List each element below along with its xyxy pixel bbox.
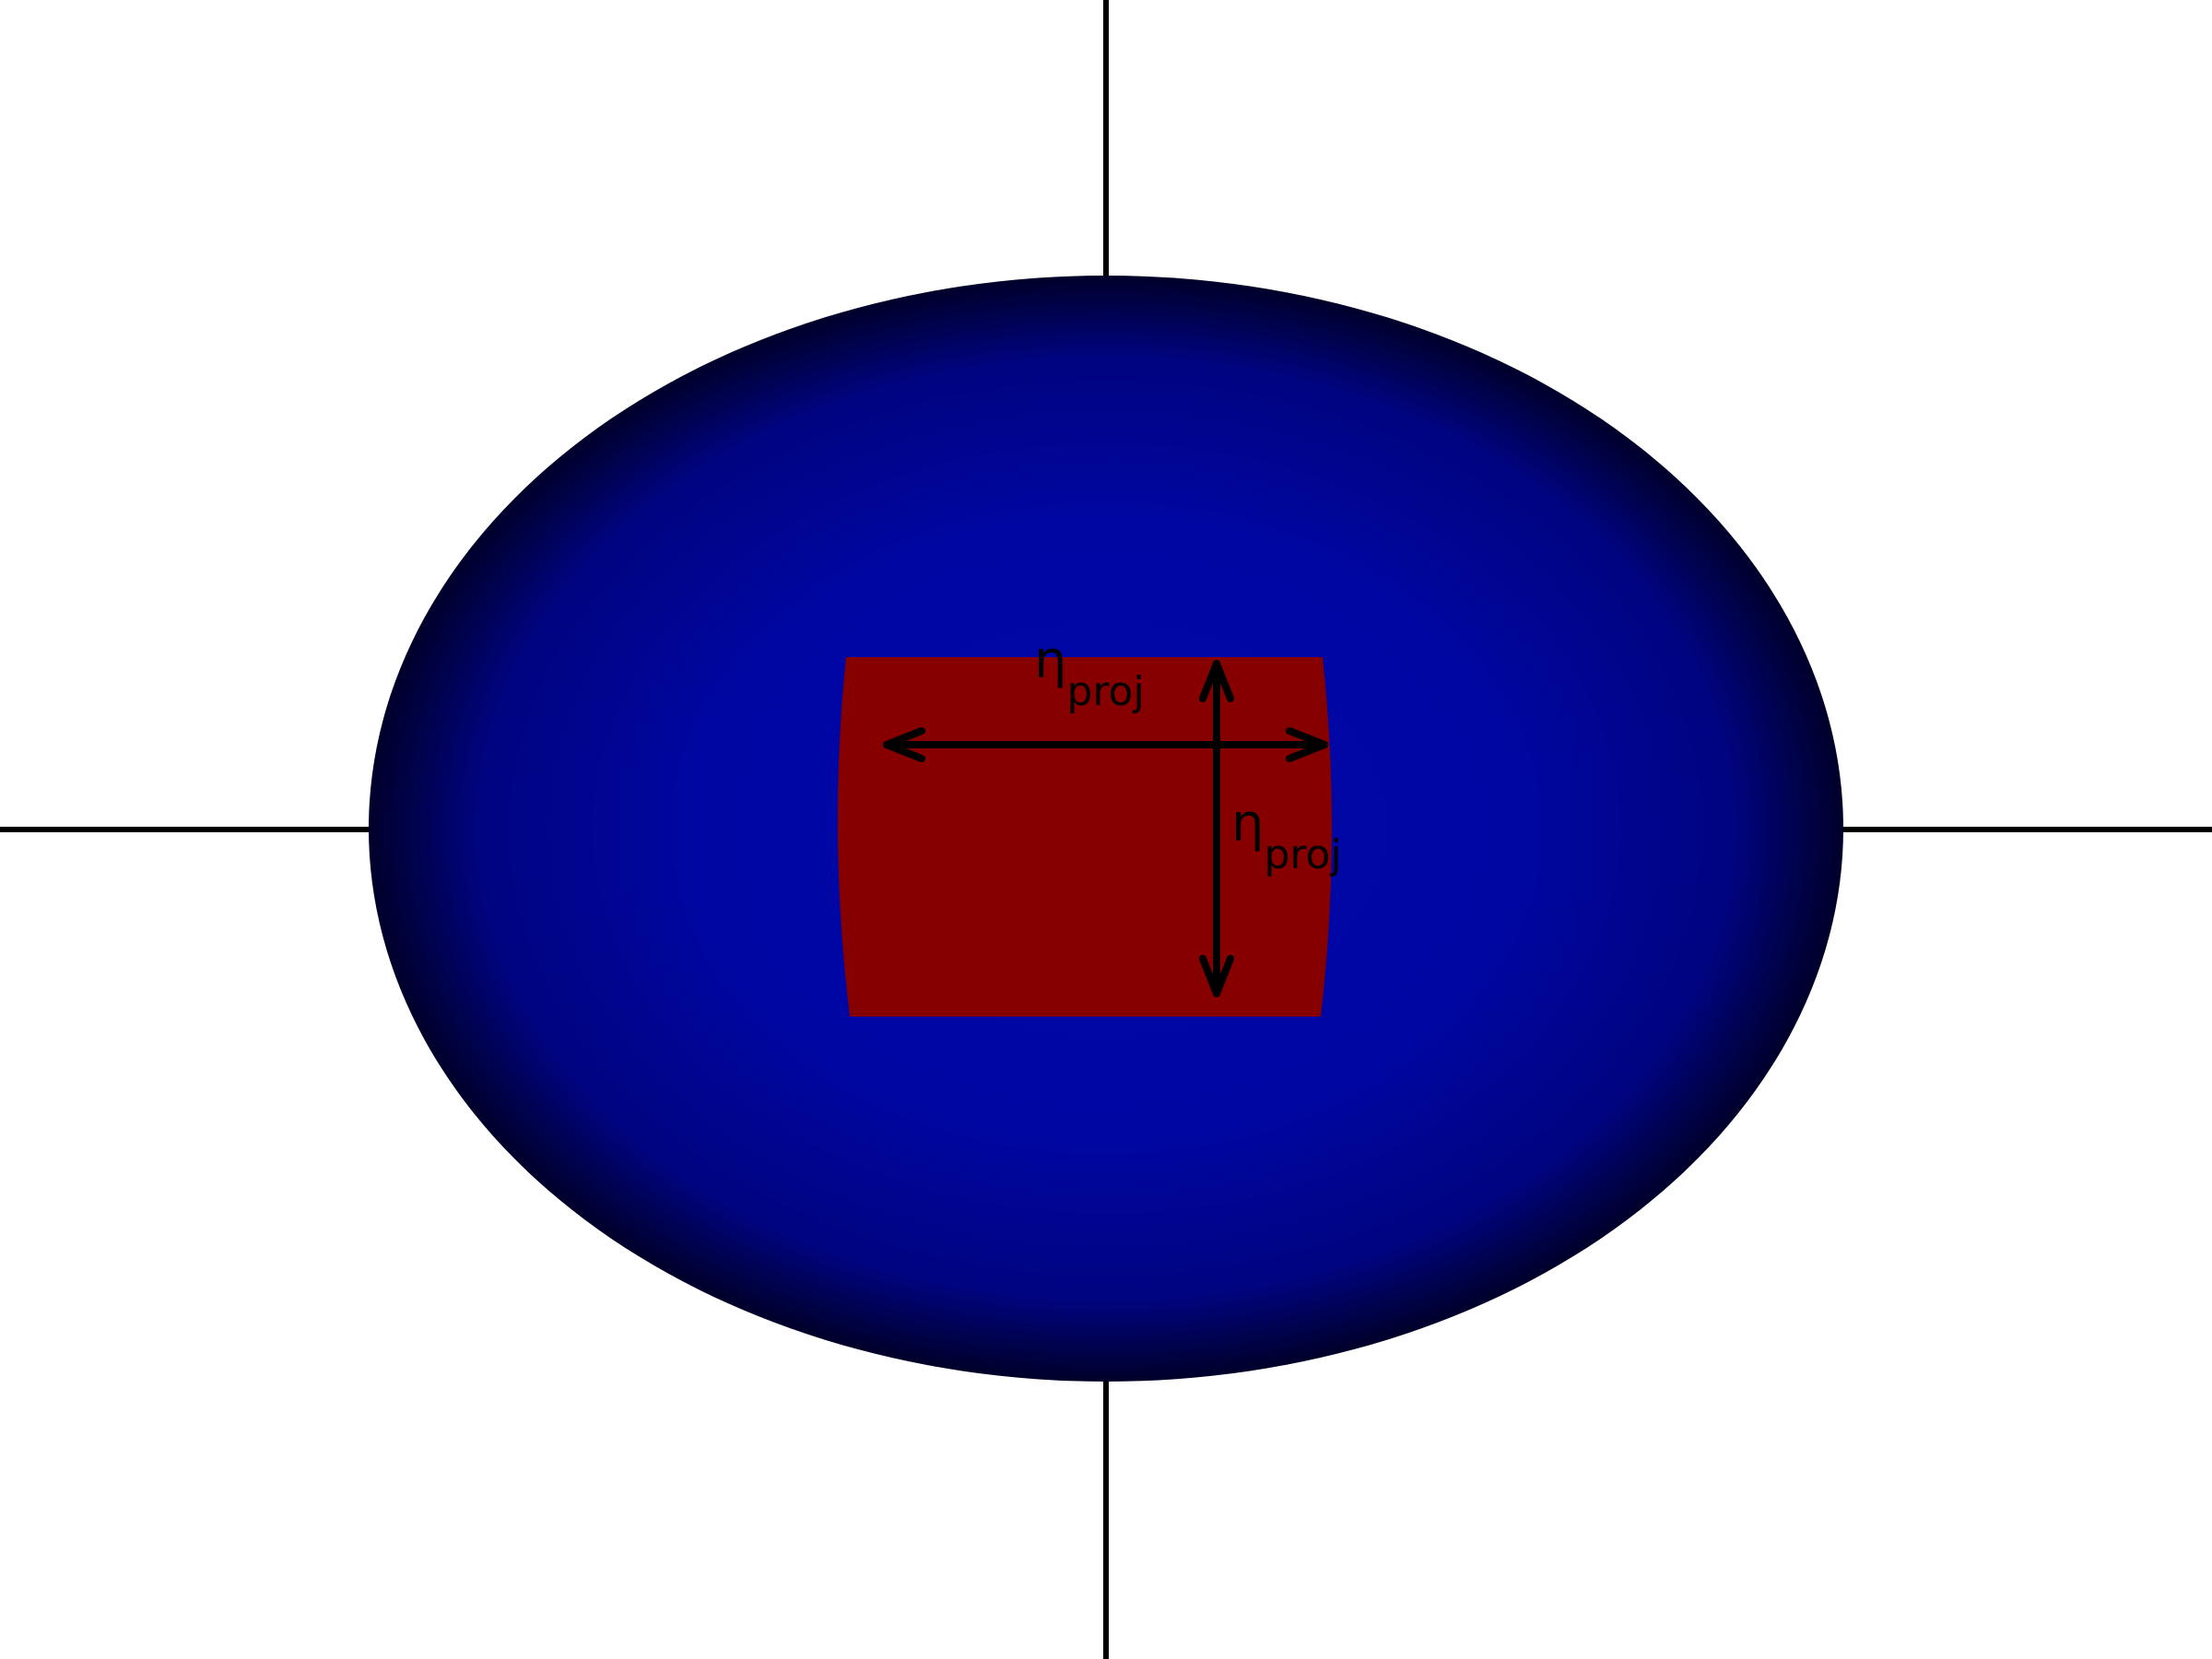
horizontal-proj-subscript: proj <box>1067 668 1145 715</box>
horizontal-arrow-label: ηproj <box>1034 630 1145 715</box>
horizontal-double-arrow <box>883 727 1328 762</box>
vertical-eta-symbol: η <box>1231 794 1265 853</box>
horizontal-eta-symbol: η <box>1034 630 1067 690</box>
vertical-arrow-label: ηproj <box>1231 794 1342 878</box>
vertical-double-arrow <box>1199 660 1234 997</box>
vertical-proj-subscript: proj <box>1265 831 1342 878</box>
